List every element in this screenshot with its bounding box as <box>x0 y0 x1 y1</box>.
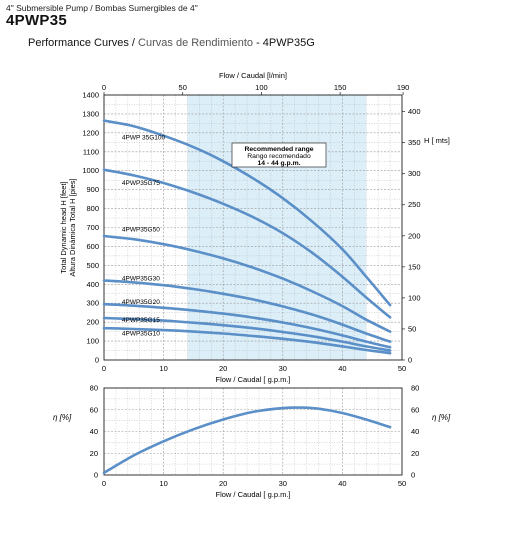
y-tick-label: 1200 <box>82 128 99 137</box>
x-tick-label: 30 <box>279 479 287 488</box>
x-axis-title: Flow / Caudal [ g.p.m.] <box>215 490 290 499</box>
x2-tick-label: 150 <box>334 83 347 92</box>
y2-tick-label: 400 <box>408 107 421 116</box>
y2-tick-label: 200 <box>408 231 421 240</box>
y2-tick-label: 0 <box>411 471 415 480</box>
performance-title-es: Curvas de Rendimiento <box>138 37 253 49</box>
y-tick-label: 700 <box>86 223 99 232</box>
performance-title-model: - 4PWP35G <box>256 37 315 49</box>
y2-tick-label: 350 <box>408 138 421 147</box>
x-tick-label: 10 <box>159 479 167 488</box>
efficiency-curve <box>102 406 392 475</box>
y-tick-label: 40 <box>90 427 98 436</box>
efficiency-axis-title: η [%] <box>53 413 72 422</box>
performance-title: Performance Curves / Curvas de Rendimien… <box>28 37 315 49</box>
y-tick-label: 60 <box>90 405 98 414</box>
series-label: 4PWP35G30 <box>122 276 160 283</box>
x-tick-label: 40 <box>338 364 346 373</box>
x2-tick-label: 100 <box>255 83 268 92</box>
recommended-range-title: Recommended range <box>244 146 313 153</box>
y2-tick-label: 300 <box>408 169 421 178</box>
y-tick-label: 0 <box>94 471 98 480</box>
efficiency-plot-frame <box>103 387 403 476</box>
y-tick-label: 300 <box>86 299 99 308</box>
y-tick-label: 0 <box>95 356 99 365</box>
series-label: 4PWP35G10 <box>122 330 160 337</box>
x-tick-label: 50 <box>398 479 406 488</box>
y-tick-label: 1000 <box>82 166 99 175</box>
x2-tick-label: 50 <box>179 83 187 92</box>
performance-title-en: Performance Curves / <box>28 37 135 49</box>
head-curve <box>102 279 392 343</box>
x2-axis-title: Flow / Caudal [l/min] <box>219 71 287 80</box>
y-tick-label: 1300 <box>82 109 99 118</box>
x-tick-label: 0 <box>102 479 106 488</box>
y-tick-label: 1100 <box>83 147 99 156</box>
y2-tick-label: 150 <box>408 262 421 271</box>
y2-tick-label: 250 <box>408 200 421 209</box>
head-curve <box>102 168 392 319</box>
main-plot-frame <box>103 94 403 361</box>
head-curve <box>102 326 392 355</box>
x2-tick-label: 0 <box>102 83 106 92</box>
y-tick-label: 900 <box>86 185 99 194</box>
y-axis-title: Total Dynamic head H [feet] <box>59 181 68 273</box>
series-label: 4PWP 35G100 <box>122 134 166 141</box>
x-tick-label: 0 <box>102 364 106 373</box>
y2-tick-label: 40 <box>411 427 419 436</box>
head-curve <box>102 302 392 349</box>
recommended-range-subtitle: Rango recomendado <box>247 153 311 160</box>
y2-tick-label: 50 <box>408 324 416 333</box>
recommended-range-value: 14 - 44 g.p.m. <box>257 160 300 167</box>
head-curve <box>102 234 392 333</box>
y-tick-label: 500 <box>86 261 99 270</box>
y-tick-label: 80 <box>90 384 98 393</box>
y2-axis-title: H [ mts] <box>424 136 450 145</box>
y2-tick-label: 80 <box>411 384 419 393</box>
y2-tick-label: 100 <box>408 293 421 302</box>
subtitle: 4" Submersible Pump / Bombas Sumergibles… <box>6 3 198 13</box>
model-title: 4PWP35 <box>6 12 67 29</box>
y-tick-label: 1400 <box>82 91 99 100</box>
series-label: 4PWP35G20 <box>122 299 160 306</box>
efficiency-axis-title-right: η [%] <box>432 413 451 422</box>
series-label: 4PWP35G15 <box>122 317 160 324</box>
x2-tick-label: 190 <box>397 83 410 92</box>
y2-tick-label: 20 <box>411 449 419 458</box>
series-label: 4PWP35G50 <box>122 226 160 233</box>
recommended-range-box <box>231 142 327 168</box>
y-tick-label: 800 <box>86 204 99 213</box>
x-tick-label: 20 <box>219 364 227 373</box>
x-tick-label: 10 <box>159 364 167 373</box>
x-tick-label: 30 <box>279 364 287 373</box>
y-tick-label: 400 <box>86 280 99 289</box>
y-tick-label: 100 <box>86 337 99 346</box>
y-tick-label: 600 <box>86 242 99 251</box>
head-curve <box>102 119 392 307</box>
y-tick-label: 20 <box>90 449 98 458</box>
y2-tick-label: 60 <box>411 405 419 414</box>
head-curve <box>102 316 392 352</box>
y2-tick-label: 0 <box>408 356 412 365</box>
x-tick-label: 50 <box>398 364 406 373</box>
y-tick-label: 200 <box>86 318 99 327</box>
x-tick-label: 40 <box>338 479 346 488</box>
x-tick-label: 20 <box>219 479 227 488</box>
series-label: 4PWP35G75 <box>122 180 160 187</box>
x-axis-title: Flow / Caudal [ g.p.m.] <box>215 375 290 384</box>
y-axis-title-es: Altura Dinámica Total H [pies] <box>68 178 77 276</box>
